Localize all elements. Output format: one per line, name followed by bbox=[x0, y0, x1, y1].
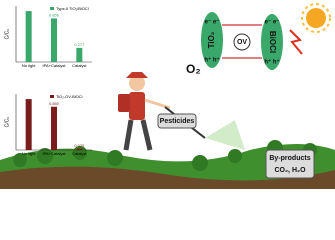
x-tick-label: No light bbox=[22, 63, 36, 68]
graphical-abstract: O₂ e⁻ e⁻ TiO₂ h⁺ h⁺ OV e⁻ e⁻ BiOCl h⁺ h⁺… bbox=[0, 3, 335, 189]
label-box bbox=[265, 149, 315, 179]
electron-label: e⁻ e⁻ bbox=[205, 20, 220, 26]
biocl-particle bbox=[261, 14, 283, 70]
bar bbox=[51, 18, 57, 62]
value-label: 0.277 bbox=[74, 42, 85, 47]
legend-swatch bbox=[50, 7, 54, 10]
plants bbox=[13, 140, 317, 171]
electron-label: e⁻ e⁻ bbox=[265, 20, 280, 26]
value-label: 0.856 bbox=[49, 12, 60, 17]
tio2-particle bbox=[201, 12, 223, 68]
bar bbox=[51, 106, 57, 150]
x-tick-label: Catalyst bbox=[72, 151, 87, 156]
bar bbox=[76, 47, 83, 62]
axis bbox=[15, 94, 92, 151]
byproducts-label: By-products bbox=[269, 155, 310, 162]
bar bbox=[76, 148, 83, 150]
value-label: 0.850 bbox=[49, 101, 60, 106]
radicals-label: O₂•⁻, h⁺ bbox=[200, 142, 223, 149]
axis bbox=[15, 6, 92, 63]
light-bolt bbox=[289, 29, 303, 55]
byproducts-list: CO₂, H₂O bbox=[274, 167, 306, 174]
farmer bbox=[118, 72, 206, 151]
o2-label: O₂ bbox=[186, 62, 201, 76]
bar bbox=[25, 99, 32, 150]
legend-label: TiO₂-OV-BiOCl bbox=[56, 94, 83, 99]
x-tick-label: IPA+Catalyst bbox=[43, 151, 67, 156]
ov-circle bbox=[233, 33, 251, 51]
legend-label: Type-II TiO₂/BiOCl bbox=[56, 6, 89, 11]
sun bbox=[301, 3, 331, 33]
legend-swatch bbox=[50, 95, 54, 98]
transfer-arrows bbox=[222, 24, 262, 59]
tio2-label: TiO₂ bbox=[207, 31, 216, 48]
value-label: 0.025 bbox=[74, 143, 85, 148]
ov-label: OV bbox=[237, 39, 247, 46]
y-axis-label: C/C₀ bbox=[4, 29, 10, 40]
hole-label: h⁺ h⁺ bbox=[264, 59, 279, 66]
label-box bbox=[157, 113, 197, 129]
y-axis-label: C/C₀ bbox=[4, 117, 10, 128]
x-tick-label: Catalyst bbox=[72, 63, 87, 68]
soil bbox=[0, 166, 335, 189]
hole-label: h⁺ h⁺ bbox=[204, 57, 219, 64]
spray bbox=[205, 120, 245, 150]
x-tick-label: IPA+Catalyst bbox=[43, 63, 67, 68]
x-tick-label: No light bbox=[22, 151, 36, 156]
pesticides-label: Pesticides bbox=[160, 118, 195, 125]
biocl-label: BiOCl bbox=[268, 31, 277, 53]
bar bbox=[25, 11, 32, 63]
